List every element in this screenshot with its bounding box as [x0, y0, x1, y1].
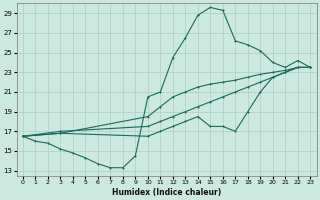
X-axis label: Humidex (Indice chaleur): Humidex (Indice chaleur) — [112, 188, 221, 197]
